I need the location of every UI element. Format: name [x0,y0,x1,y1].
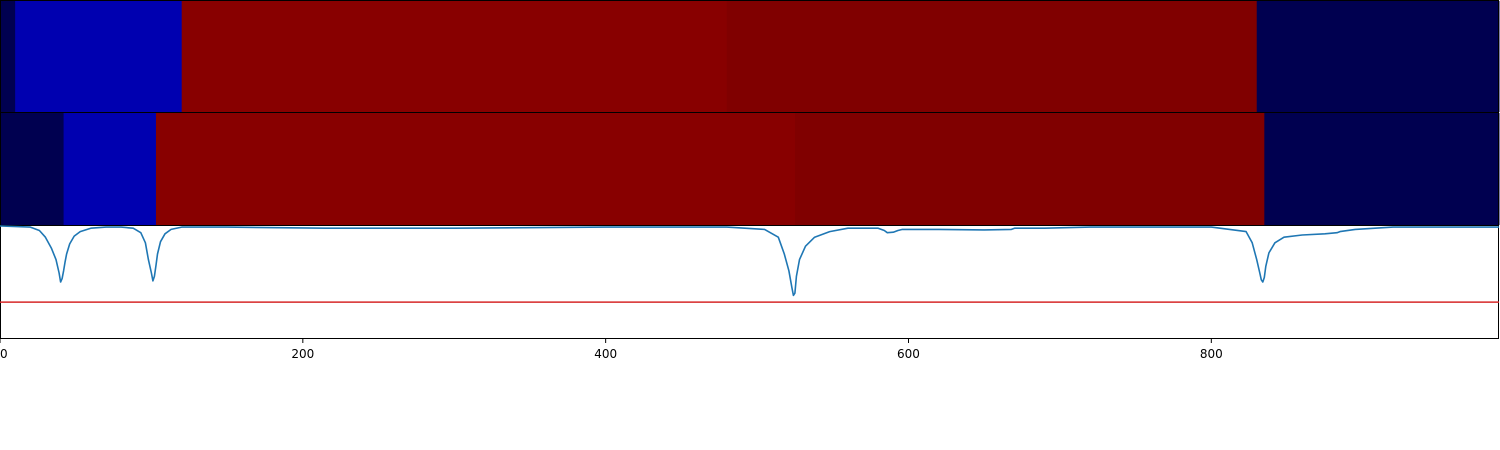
panel-frame [1,226,1499,339]
x-tick-label: 800 [1200,347,1223,361]
heatmap-panel-top [0,1,1500,113]
x-tick-label: 400 [594,347,617,361]
heatmap-segment [0,1,16,112]
x-tick-label: 0 [0,347,8,361]
heatmap-segment [15,1,182,112]
heatmap-panel-middle [0,113,1500,226]
heatmap-segment [64,113,157,225]
heatmap-segment [1264,113,1499,225]
x-axis: 0 200 400 600 800 [0,338,1223,361]
heatmap-segment [727,1,1257,112]
x-tick-label: 600 [897,347,920,361]
line-panel-bottom [0,226,1499,339]
heatmap-segment [795,113,1265,225]
x-tick-label: 200 [291,347,314,361]
heatmap-segment [0,113,64,225]
heatmap-segment [182,1,728,112]
heatmap-segment [156,113,795,225]
heatmap-segment [1257,1,1500,112]
